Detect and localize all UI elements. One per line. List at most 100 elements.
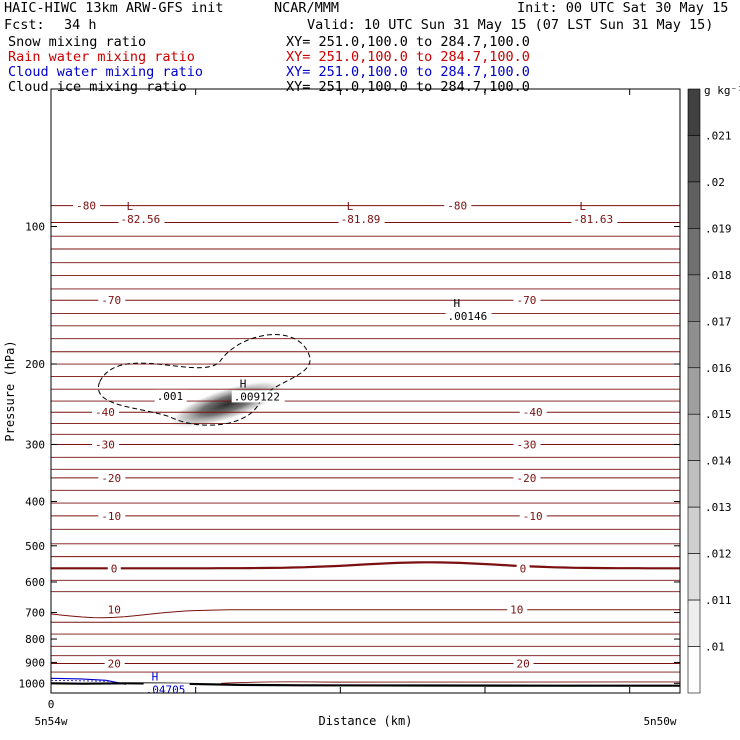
colorbar-cell [687, 135, 701, 183]
x-right-label: 5n50w [643, 715, 676, 728]
isotherm-layer [51, 205, 680, 673]
extremum-marker-l: L [579, 200, 586, 213]
isotherm-label: -10 [523, 510, 543, 523]
x-axis-title: Distance (km) [319, 714, 413, 728]
isotherm-label: -40 [95, 406, 115, 419]
isotherm-label-bg [92, 406, 120, 419]
org-label: NCAR/MMM [274, 0, 340, 16]
colorbar-cell [687, 181, 701, 229]
isotherm-label-bg [513, 471, 541, 484]
colorbar-label: .01 [705, 641, 725, 654]
surface-line [51, 682, 680, 687]
isotherm-label-bg [73, 199, 101, 212]
colorbar-label: .019 [705, 222, 732, 235]
colorbar-label: .018 [705, 269, 732, 282]
field-name-cloud-ice: Cloud ice mixing ratio [8, 79, 187, 95]
isotherm-label: 20 [108, 658, 121, 671]
y-tick-label: 400 [25, 496, 45, 509]
colorbar-cell [687, 646, 701, 694]
extremum-value: -81.89 [341, 213, 381, 226]
colorbar-layer: .021 .02 .019 .018 .017 .016 .015 .014 .013 .012.… [687, 84, 740, 694]
ice-contour-layer [97, 334, 311, 426]
extremum-value: .009122 [234, 390, 280, 403]
isotherm-label: 20 [516, 658, 529, 671]
model-title: HAIC-HIWC 13km ARW-GFS init [4, 0, 224, 16]
isotherm-label: -40 [523, 406, 543, 419]
field-xy-cloud-ice: XY= 251.0,100.0 to 284.7,100.0 [286, 79, 530, 95]
isotherm-label: -10 [101, 510, 121, 523]
isotherm-label: -80 [76, 200, 96, 213]
x-left-label: 5n54w [34, 715, 67, 728]
y-tick-label: 700 [25, 607, 45, 620]
extremum-value-bg [338, 212, 385, 225]
colorbar-cell [687, 599, 701, 647]
snow-shading-layer [167, 379, 287, 429]
field-name-cloud-water: Cloud water mixing ratio [8, 64, 204, 80]
extremum-value-bg [445, 309, 492, 322]
y-tick-label: 600 [25, 576, 45, 589]
ice-contour-label-bg [154, 389, 187, 402]
isotherm-label: -30 [516, 438, 536, 451]
colorbar-cell [687, 506, 701, 554]
isotherm-label-bg [98, 294, 126, 307]
isotherm-label: 10 [108, 604, 121, 617]
colorbar-cell [687, 88, 701, 136]
extremum-marker-h: H [240, 377, 247, 390]
extremum-value: .00146 [448, 310, 488, 323]
valid-time: Valid: 10 UTC Sun 31 May 15 (07 LST Sun … [307, 17, 714, 33]
isotherm-label-bg [98, 509, 126, 522]
isotherm-label: -70 [516, 294, 536, 307]
isotherm-label: -80 [447, 200, 467, 213]
field-name-rain: Rain water mixing ratio [8, 49, 195, 65]
colorbar-cell [687, 321, 701, 369]
colorbar-label: .013 [705, 501, 732, 514]
field-xy-snow: XY= 251.0,100.0 to 284.7,100.0 [286, 34, 530, 50]
y-tick-label: 300 [25, 438, 45, 451]
colorbar-label: .02 [705, 176, 725, 189]
y-tick-label: 100 [25, 221, 45, 234]
isotherm-label: 0 [520, 562, 527, 575]
y-tick-label: 1000 [19, 677, 46, 690]
isotherm-label: -30 [95, 438, 115, 451]
colorbar-cell [687, 274, 701, 322]
colorbar-label: .015 [705, 408, 732, 421]
colorbar-cell [687, 367, 701, 415]
isotherm-label-bg [507, 603, 528, 616]
snow-shading-blob [167, 379, 287, 429]
colorbar-label: .011 [705, 594, 732, 607]
colorbar-cell [687, 228, 701, 276]
extremum-value-bg [571, 212, 618, 225]
colorbar-cell [687, 460, 701, 508]
isotherm-label-bg [513, 657, 534, 670]
fcst-value: 34 h [64, 17, 97, 33]
x-start-label: 0 [48, 698, 55, 711]
isotherm-label: -20 [101, 472, 121, 485]
isotherm-label-bg [516, 562, 530, 575]
extremum-value: .04705 [146, 683, 186, 696]
colorbar-label: .012 [705, 548, 732, 561]
y-tick-label: 200 [25, 358, 45, 371]
isotherm-line [51, 561, 680, 570]
ice-contour-label: .001 [157, 390, 184, 403]
isotherm-label-bg [519, 406, 547, 419]
isotherm-label: -20 [516, 472, 536, 485]
isotherm-label-bg [513, 294, 541, 307]
isotherm-label-bg [107, 562, 121, 575]
cloud-ice-contour [97, 334, 311, 426]
init-time: Init: 00 UTC Sat 30 May 15 [517, 0, 729, 16]
isotherm-line [51, 609, 680, 619]
colorbar-label: .017 [705, 315, 732, 328]
isotherm-line [220, 681, 680, 684]
y-tick-label: 500 [25, 540, 45, 553]
y-tick-label: 800 [25, 633, 45, 646]
fcst-label: Fcst: [4, 17, 45, 33]
extremum-marker-l: L [126, 200, 133, 213]
plot-frame [50, 88, 681, 694]
isotherm-label-bg [92, 438, 120, 451]
isotherm-label-bg [444, 199, 472, 212]
isotherm-label-bg [98, 471, 126, 484]
extremum-marker-l: L [347, 200, 354, 213]
isotherm-label-bg [519, 509, 547, 522]
